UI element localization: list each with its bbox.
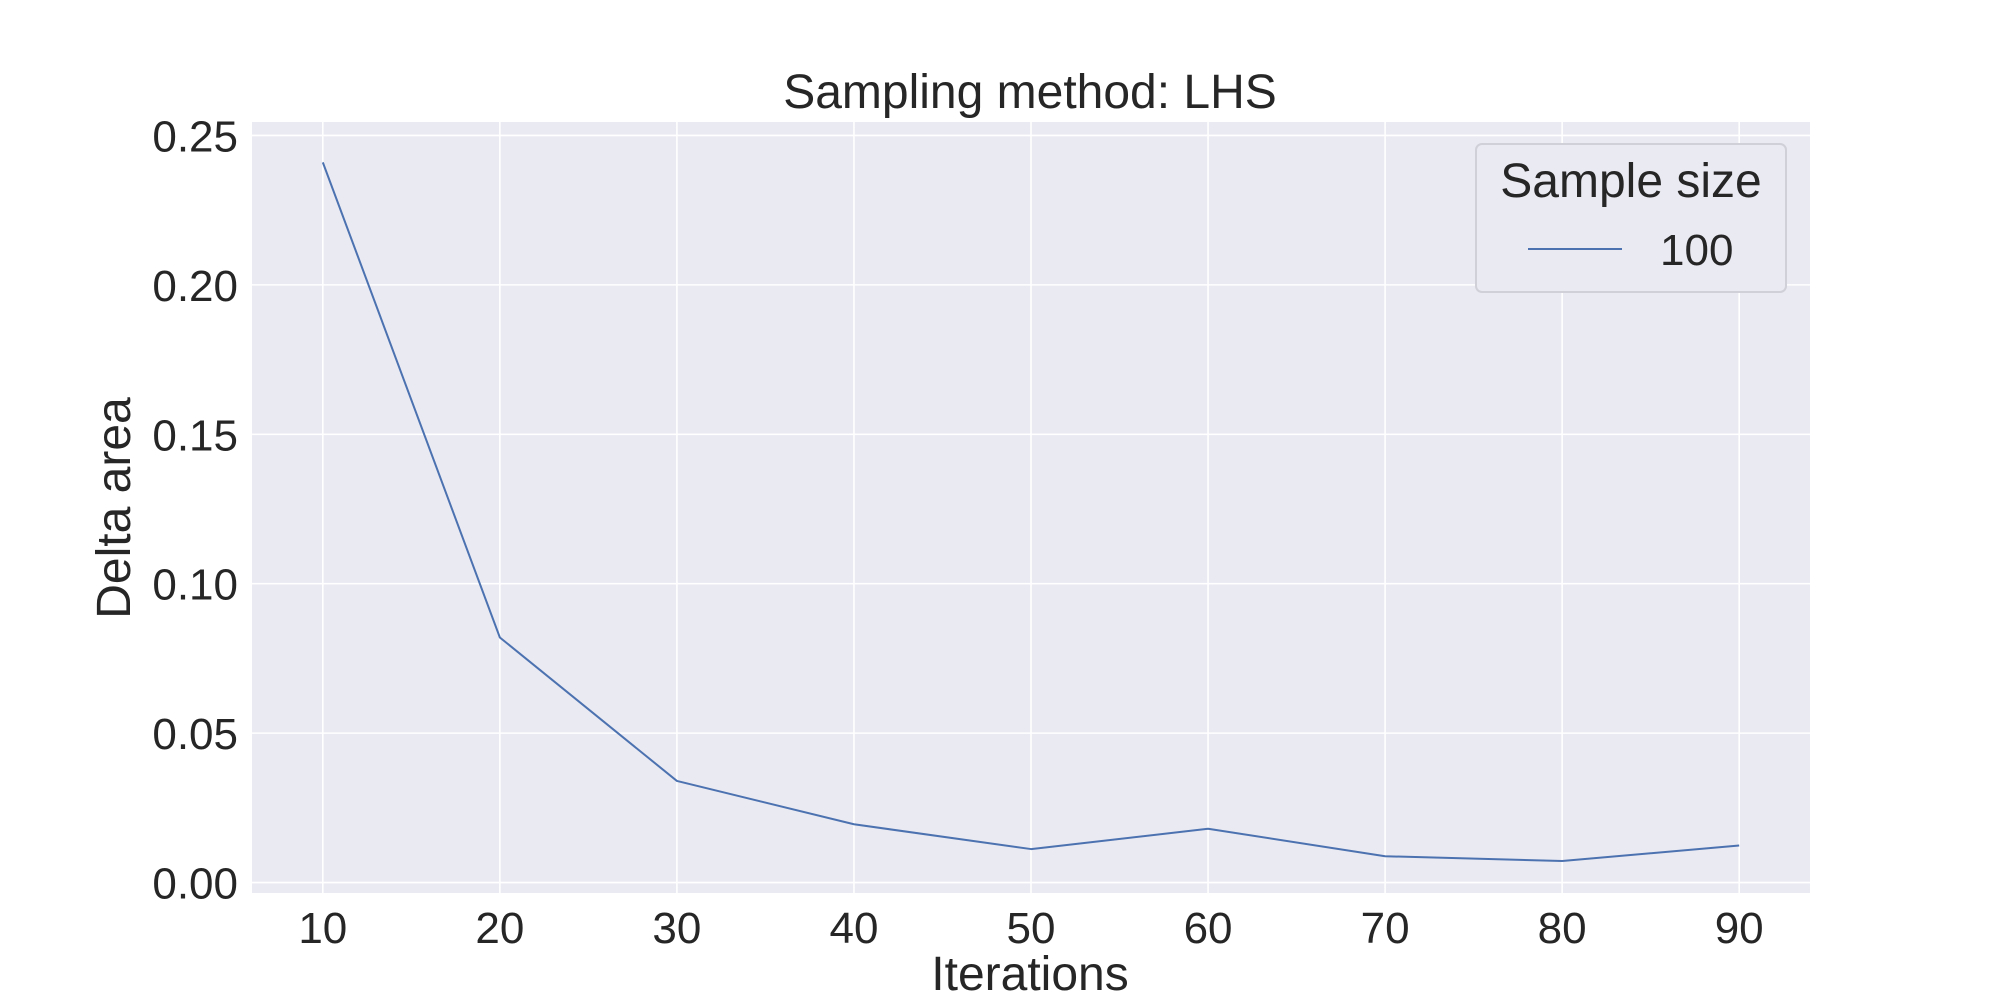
- y-tick-label: 0.10: [152, 561, 238, 610]
- x-tick-label: 70: [1361, 904, 1410, 953]
- y-tick-label: 0.20: [152, 262, 238, 311]
- series-layer: [321, 161, 1740, 863]
- x-tick-label: 40: [829, 904, 878, 953]
- x-axis-label: Iterations: [931, 948, 1128, 1000]
- x-tick-label: 80: [1538, 904, 1587, 953]
- chart-title: Sampling method: LHS: [783, 66, 1277, 119]
- y-tick-label: 0.05: [152, 710, 238, 759]
- x-tick-labels: 10 20 30 40 50 60 70 80 90: [298, 904, 1763, 953]
- x-tick-label: 60: [1184, 904, 1233, 953]
- y-tick-labels: 0.00 0.05 0.10 0.15 0.20 0.25: [152, 112, 238, 908]
- legend-entry-label: 100: [1660, 226, 1733, 275]
- y-tick-label: 0.15: [152, 411, 238, 460]
- y-axis-label: Delta area: [88, 397, 141, 619]
- x-tick-label: 10: [298, 904, 347, 953]
- y-tick-label: 0.25: [152, 112, 238, 161]
- x-tick-label: 90: [1715, 904, 1764, 953]
- legend-title: Sample size: [1500, 155, 1761, 208]
- legend: Sample size 100: [1475, 143, 1787, 293]
- legend-box: [1475, 143, 1787, 293]
- series-line-100: [321, 161, 1740, 863]
- y-tick-label: 0.00: [152, 860, 238, 909]
- x-tick-label: 30: [652, 904, 701, 953]
- x-tick-label: 50: [1007, 904, 1056, 953]
- x-tick-label: 20: [475, 904, 524, 953]
